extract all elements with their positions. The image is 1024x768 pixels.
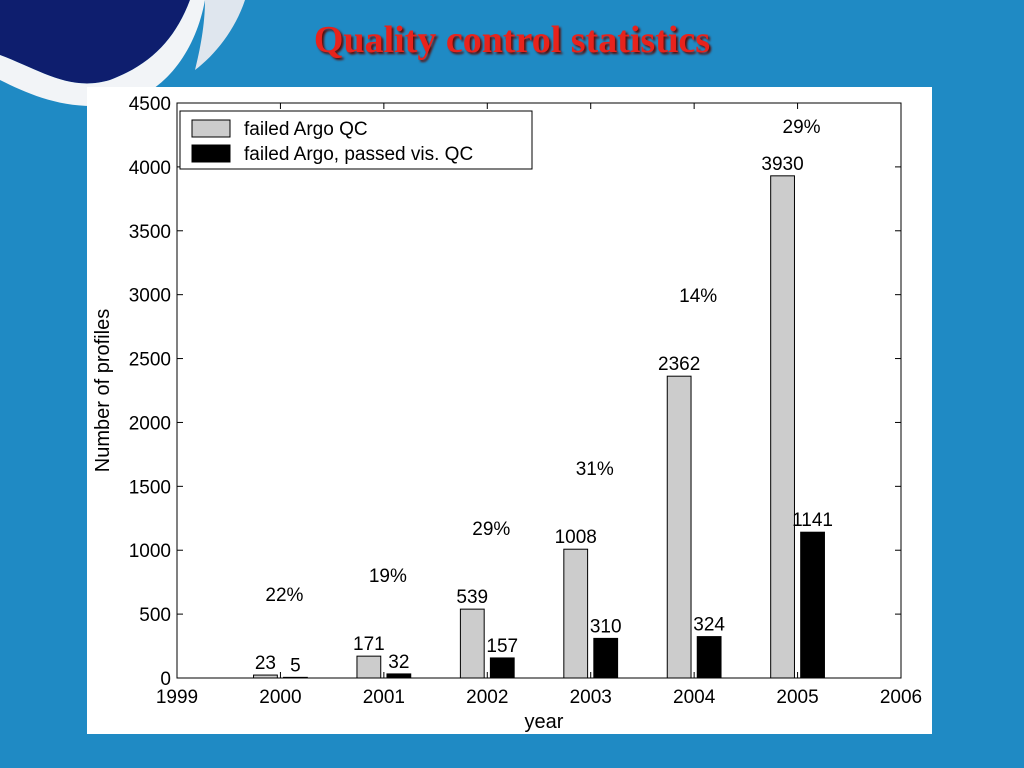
- y-tick-label: 4500: [129, 94, 171, 115]
- bar-passed-vis-qc: [283, 676, 308, 679]
- bar-passed-vis-qc: [696, 636, 722, 679]
- x-tick-label: 2001: [363, 687, 405, 708]
- data-label-failed-argo-qc: 2362: [658, 354, 700, 375]
- slide-title: Quality control statistics: [313, 19, 711, 61]
- y-tick-label: 4000: [129, 158, 171, 179]
- bar-chart: 0 500 1000 1500 2000 2500 3000 3500 4000 4500 1999…: [92, 94, 922, 733]
- legend-label: failed Argo QC: [244, 119, 368, 140]
- bar-passed-vis-qc: [593, 637, 619, 679]
- y-tick-label: 500: [139, 605, 171, 626]
- bar-failed-argo-qc: [253, 674, 278, 679]
- data-label-passed-vis-qc: 310: [590, 616, 622, 637]
- data-label-passed-vis-qc: 5: [290, 655, 301, 676]
- bar-failed-argo-qc: [770, 175, 795, 679]
- slide-decoration: [0, 0, 245, 106]
- percent-label: 29%: [472, 519, 510, 540]
- plot-frame: [176, 102, 902, 679]
- y-tick-label: 3000: [129, 286, 171, 307]
- bar-passed-vis-qc: [386, 673, 412, 679]
- percent-label: 31%: [576, 459, 614, 480]
- y-axis-title: Number of profiles: [92, 309, 114, 472]
- x-tick-label: 2004: [673, 687, 716, 708]
- x-tick-label: 2002: [466, 687, 508, 708]
- x-tick-label: 1999: [156, 687, 198, 708]
- wave-white-shape: [0, 0, 205, 106]
- y-tick-label: 2500: [129, 350, 171, 371]
- x-tick-label: 2006: [880, 687, 922, 708]
- percent-label: 29%: [783, 117, 821, 138]
- y-tick-label: 1000: [129, 541, 171, 562]
- data-label-passed-vis-qc: 157: [486, 636, 518, 657]
- percent-label: 14%: [679, 286, 717, 307]
- wave-light-shape: [195, 0, 245, 70]
- x-axis-title: year: [525, 711, 564, 733]
- data-label-failed-argo-qc: 3930: [761, 154, 803, 175]
- x-tick-label: 2005: [776, 687, 818, 708]
- y-tick-label: 1500: [129, 477, 171, 498]
- bar-failed-argo-qc: [666, 375, 692, 679]
- bar-passed-vis-qc: [800, 531, 825, 679]
- legend-label: failed Argo, passed vis. QC: [244, 144, 473, 165]
- chart-panel: 0 500 1000 1500 2000 2500 3000 3500 4000 4500 1999…: [87, 87, 932, 734]
- legend-swatch: [191, 144, 231, 163]
- x-tick-label: 2000: [259, 687, 301, 708]
- bar-failed-argo-qc: [563, 548, 589, 679]
- data-label-failed-argo-qc: 1008: [555, 527, 597, 548]
- legend-swatch: [191, 119, 231, 138]
- percent-label: 22%: [265, 585, 303, 606]
- data-label-failed-argo-qc: 23: [255, 653, 276, 674]
- data-label-failed-argo-qc: 171: [353, 634, 385, 655]
- y-tick-label: 2000: [129, 413, 171, 434]
- wave-dark-shape: [0, 0, 190, 84]
- y-tick-label: 0: [160, 669, 171, 690]
- bar-passed-vis-qc: [489, 657, 515, 679]
- data-label-passed-vis-qc: 324: [693, 615, 725, 636]
- y-tick-label: 3500: [129, 222, 171, 243]
- x-tick-label: 2003: [570, 687, 612, 708]
- bar-failed-argo-qc: [356, 655, 382, 679]
- data-label-passed-vis-qc: 1141: [792, 510, 833, 531]
- data-label-failed-argo-qc: 539: [456, 587, 488, 608]
- legend-box: [179, 110, 533, 170]
- bar-failed-argo-qc: [459, 608, 485, 679]
- data-label-passed-vis-qc: 32: [388, 652, 409, 673]
- percent-label: 19%: [369, 566, 407, 587]
